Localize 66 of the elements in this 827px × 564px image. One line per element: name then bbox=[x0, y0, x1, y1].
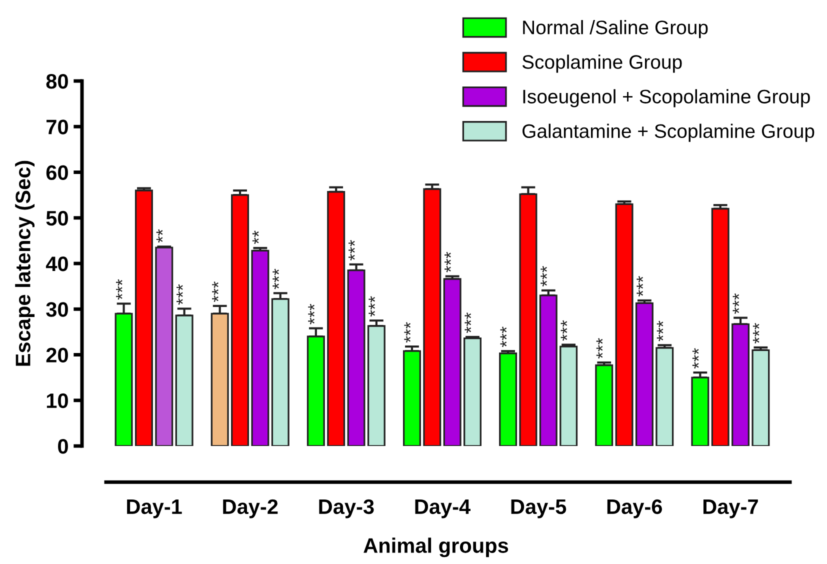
x-tick-label: Day-1 bbox=[127, 500, 182, 518]
bar bbox=[423, 188, 442, 446]
y-tick-label: 70 bbox=[46, 120, 68, 134]
y-tick-label: 80 bbox=[46, 74, 68, 89]
bar bbox=[347, 270, 366, 446]
bar bbox=[443, 278, 462, 446]
data-label: *** bbox=[404, 322, 411, 343]
bar bbox=[271, 298, 290, 446]
bar bbox=[732, 323, 750, 446]
data-label: ** bbox=[156, 229, 163, 243]
x-tick-label: Day-2 bbox=[223, 499, 278, 518]
bar bbox=[402, 350, 421, 446]
x-tick-label: Day-7 bbox=[703, 500, 758, 518]
y-tick-label: 60 bbox=[46, 165, 68, 180]
data-label: *** bbox=[500, 326, 507, 348]
data-label: *** bbox=[212, 281, 218, 302]
data-label: ** bbox=[252, 230, 259, 244]
bar bbox=[155, 246, 174, 446]
data-label: *** bbox=[732, 293, 740, 314]
data-label: *** bbox=[752, 323, 760, 344]
bar bbox=[595, 364, 614, 446]
x-tick-label: Day-3 bbox=[319, 499, 374, 518]
bar bbox=[635, 302, 654, 446]
x-axis-title: Animal groups bbox=[364, 538, 508, 558]
bar bbox=[499, 352, 518, 446]
bar bbox=[367, 325, 386, 446]
y-tick-label: 10 bbox=[46, 393, 68, 408]
x-tick-label: Day-6 bbox=[607, 499, 662, 518]
bar bbox=[231, 194, 250, 446]
x-tick-label: Day-4 bbox=[415, 500, 471, 518]
data-label: *** bbox=[444, 252, 451, 272]
data-label: *** bbox=[308, 304, 315, 324]
bar bbox=[752, 349, 770, 446]
data-label: *** bbox=[176, 284, 183, 305]
data-label: *** bbox=[540, 266, 547, 286]
bar bbox=[615, 203, 634, 446]
data-label: *** bbox=[560, 320, 568, 341]
legend-label: Scoplamine Group bbox=[522, 54, 682, 73]
bar bbox=[539, 294, 558, 446]
y-tick-label: 20 bbox=[46, 348, 68, 363]
legend-label: Isoeugenol + Scopolamine Group bbox=[523, 89, 810, 108]
y-axis-title: Escape latency (Sec) bbox=[15, 160, 35, 366]
data-label: *** bbox=[636, 276, 644, 297]
y-tick-label: 50 bbox=[46, 210, 68, 226]
bar bbox=[251, 250, 270, 446]
data-label: *** bbox=[116, 279, 122, 300]
legend-label: Normal /Saline Group bbox=[523, 20, 708, 38]
y-tick-label: 40 bbox=[46, 256, 68, 272]
bar bbox=[691, 376, 710, 446]
data-label: *** bbox=[656, 320, 664, 342]
bar bbox=[560, 346, 578, 446]
data-label: *** bbox=[272, 268, 279, 290]
data-label: *** bbox=[348, 240, 355, 260]
legend-label: Galantamine + Scoplamine Group bbox=[522, 124, 814, 142]
y-tick-label: 30 bbox=[46, 302, 68, 317]
data-label: *** bbox=[368, 296, 376, 317]
y-tick-label: 0 bbox=[58, 439, 68, 454]
data-label: *** bbox=[596, 338, 603, 359]
data-label: *** bbox=[692, 348, 699, 369]
bar bbox=[656, 347, 674, 446]
data-label: *** bbox=[464, 312, 472, 334]
bar bbox=[134, 190, 153, 446]
bar bbox=[327, 191, 346, 446]
bar bbox=[464, 337, 482, 446]
x-tick-label: Day-5 bbox=[511, 500, 566, 518]
bar bbox=[711, 208, 730, 446]
